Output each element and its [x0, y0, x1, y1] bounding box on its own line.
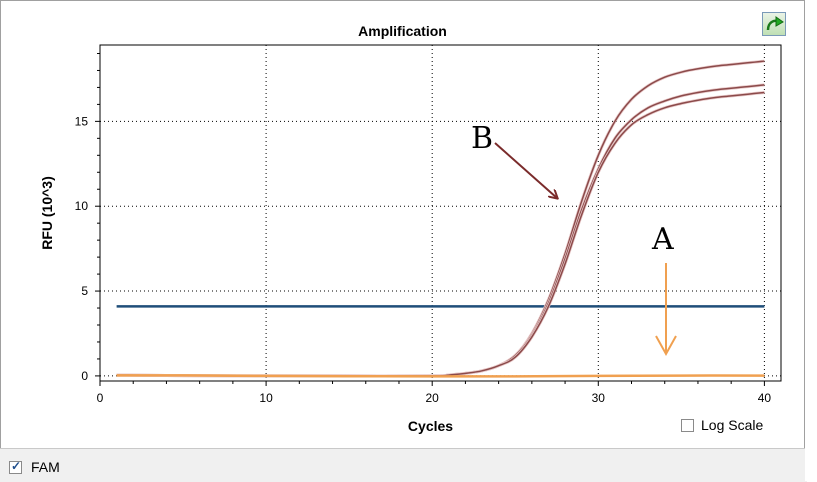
- annotation-a-arrow-head: [655, 335, 677, 357]
- y-tick-label: 10: [75, 199, 89, 213]
- annotation-a-label: A: [651, 222, 674, 257]
- fam-toggle[interactable]: ✓ FAM: [9, 459, 60, 475]
- log-scale-toggle[interactable]: Log Scale: [681, 417, 763, 433]
- x-tick-label: 10: [259, 391, 273, 405]
- x-tick-label: 20: [426, 391, 440, 405]
- chart-title: Amplification: [358, 23, 447, 39]
- x-axis-label: Cycles: [408, 418, 453, 434]
- y-tick-label: 5: [81, 284, 88, 298]
- fam-label: FAM: [31, 459, 60, 475]
- edge-strip: [805, 0, 817, 481]
- y-tick-label: 0: [81, 369, 88, 383]
- x-tick-label: 30: [592, 391, 606, 405]
- plot-area: [99, 44, 782, 382]
- channel-bar: ✓ FAM: [0, 448, 807, 482]
- fam-checkbox[interactable]: ✓: [9, 458, 22, 474]
- export-button[interactable]: [762, 12, 786, 36]
- check-icon: ✓: [11, 458, 22, 473]
- annotation-b-arrow: [494, 142, 557, 198]
- log-scale-checkbox[interactable]: [681, 418, 694, 432]
- x-tick-label: 40: [758, 391, 772, 405]
- annotation-b-label: B: [471, 121, 493, 156]
- y-axis-label: RFU (10^3): [39, 176, 55, 250]
- amplification-chart: 0 10 20 30 40 0 5 10 15 B A Cycles RFU (10^3): [39, 44, 782, 434]
- amplification-panel: Amplification 0 10 20 30 40 0 5 10 15 B A Cycles …: [0, 0, 805, 449]
- amplification-curve-4: [116, 374, 765, 378]
- log-scale-label: Log Scale: [701, 417, 764, 433]
- export-arrow-icon: [766, 16, 784, 31]
- y-tick-label: 15: [75, 114, 89, 128]
- x-tick-label: 0: [97, 391, 104, 405]
